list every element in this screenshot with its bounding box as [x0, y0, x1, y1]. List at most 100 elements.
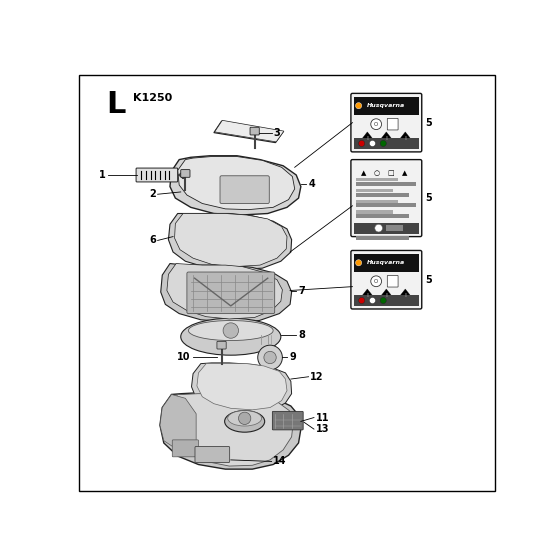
Bar	[356, 178, 398, 181]
Polygon shape	[178, 156, 295, 209]
Text: !: !	[385, 293, 388, 298]
Text: ▲: ▲	[361, 170, 367, 176]
FancyBboxPatch shape	[181, 170, 190, 178]
Polygon shape	[170, 156, 301, 215]
Text: 13: 13	[316, 424, 330, 434]
Bar	[356, 236, 409, 240]
Circle shape	[358, 297, 365, 304]
Circle shape	[380, 297, 386, 304]
Text: !: !	[404, 136, 407, 141]
Text: 4: 4	[309, 179, 315, 189]
Bar	[356, 214, 409, 218]
Text: !: !	[366, 293, 368, 298]
Bar	[354, 97, 419, 115]
Bar	[356, 193, 409, 197]
Polygon shape	[359, 289, 376, 300]
Text: 7: 7	[298, 286, 305, 296]
Bar	[356, 200, 398, 203]
Polygon shape	[167, 394, 293, 466]
Circle shape	[239, 412, 251, 424]
Circle shape	[258, 345, 282, 370]
Polygon shape	[169, 213, 292, 270]
Bar	[356, 225, 416, 229]
Circle shape	[371, 276, 381, 287]
Bar	[354, 295, 419, 306]
FancyBboxPatch shape	[220, 176, 269, 203]
Polygon shape	[192, 363, 292, 412]
Polygon shape	[161, 264, 292, 322]
Bar	[356, 189, 393, 192]
Bar	[356, 182, 416, 186]
Text: O: O	[374, 122, 379, 127]
Text: 9: 9	[290, 352, 296, 362]
FancyBboxPatch shape	[351, 250, 422, 309]
FancyBboxPatch shape	[136, 168, 178, 182]
Bar	[354, 223, 419, 234]
Polygon shape	[167, 264, 282, 319]
Text: 11: 11	[316, 413, 330, 423]
Polygon shape	[378, 289, 395, 300]
Polygon shape	[378, 132, 395, 143]
Polygon shape	[397, 289, 414, 300]
Polygon shape	[160, 394, 196, 452]
Text: 12: 12	[310, 372, 324, 382]
Polygon shape	[175, 213, 287, 267]
Text: !: !	[385, 136, 388, 141]
Polygon shape	[214, 120, 284, 142]
Text: !: !	[404, 293, 407, 298]
FancyBboxPatch shape	[195, 446, 230, 463]
Text: ○: ○	[374, 170, 380, 176]
Polygon shape	[397, 132, 414, 143]
Text: !: !	[366, 136, 368, 141]
Polygon shape	[214, 121, 283, 143]
Text: □: □	[388, 170, 394, 176]
Circle shape	[380, 141, 386, 147]
Bar	[354, 138, 419, 149]
FancyBboxPatch shape	[351, 94, 422, 152]
FancyBboxPatch shape	[272, 412, 303, 430]
Ellipse shape	[181, 318, 281, 355]
Bar	[354, 254, 419, 272]
Text: Husqvarna: Husqvarna	[367, 103, 405, 108]
Text: O: O	[374, 279, 379, 284]
Polygon shape	[160, 393, 301, 469]
Ellipse shape	[228, 410, 262, 426]
Circle shape	[370, 297, 376, 304]
Polygon shape	[197, 363, 287, 410]
FancyBboxPatch shape	[351, 160, 422, 237]
FancyBboxPatch shape	[388, 118, 398, 130]
Text: 2: 2	[150, 189, 156, 199]
Circle shape	[371, 119, 381, 129]
Bar	[386, 225, 403, 231]
FancyBboxPatch shape	[187, 272, 274, 314]
Text: 10: 10	[178, 352, 191, 362]
Circle shape	[223, 323, 239, 338]
FancyBboxPatch shape	[172, 440, 198, 457]
Text: L: L	[106, 90, 126, 119]
Text: 8: 8	[298, 330, 305, 340]
FancyBboxPatch shape	[217, 341, 226, 349]
Text: Husqvarna: Husqvarna	[367, 260, 405, 265]
Text: 5: 5	[425, 118, 432, 128]
Circle shape	[264, 351, 276, 363]
Ellipse shape	[188, 320, 273, 340]
Text: 3: 3	[273, 128, 280, 138]
Circle shape	[370, 141, 376, 147]
Circle shape	[375, 224, 382, 232]
Text: 14: 14	[273, 456, 287, 466]
Circle shape	[356, 260, 362, 266]
Circle shape	[356, 102, 362, 109]
Text: ▲: ▲	[402, 170, 408, 176]
Ellipse shape	[225, 410, 265, 432]
FancyBboxPatch shape	[250, 127, 259, 135]
FancyBboxPatch shape	[388, 276, 398, 287]
Bar	[356, 211, 393, 213]
Text: 1: 1	[99, 170, 106, 180]
Text: 5: 5	[425, 275, 432, 284]
Text: K1250: K1250	[133, 92, 172, 102]
Polygon shape	[179, 171, 188, 179]
Text: 6: 6	[150, 235, 156, 245]
Text: 5: 5	[425, 193, 432, 203]
Circle shape	[358, 141, 365, 147]
Bar	[356, 203, 416, 207]
